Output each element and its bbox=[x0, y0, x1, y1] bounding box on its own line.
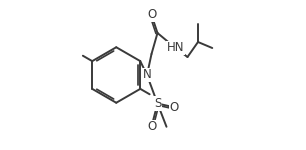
Text: N: N bbox=[143, 69, 151, 81]
Text: O: O bbox=[170, 101, 179, 114]
Text: S: S bbox=[154, 97, 161, 110]
Text: O: O bbox=[147, 9, 156, 21]
Text: O: O bbox=[147, 120, 156, 133]
Text: HN: HN bbox=[167, 42, 184, 54]
